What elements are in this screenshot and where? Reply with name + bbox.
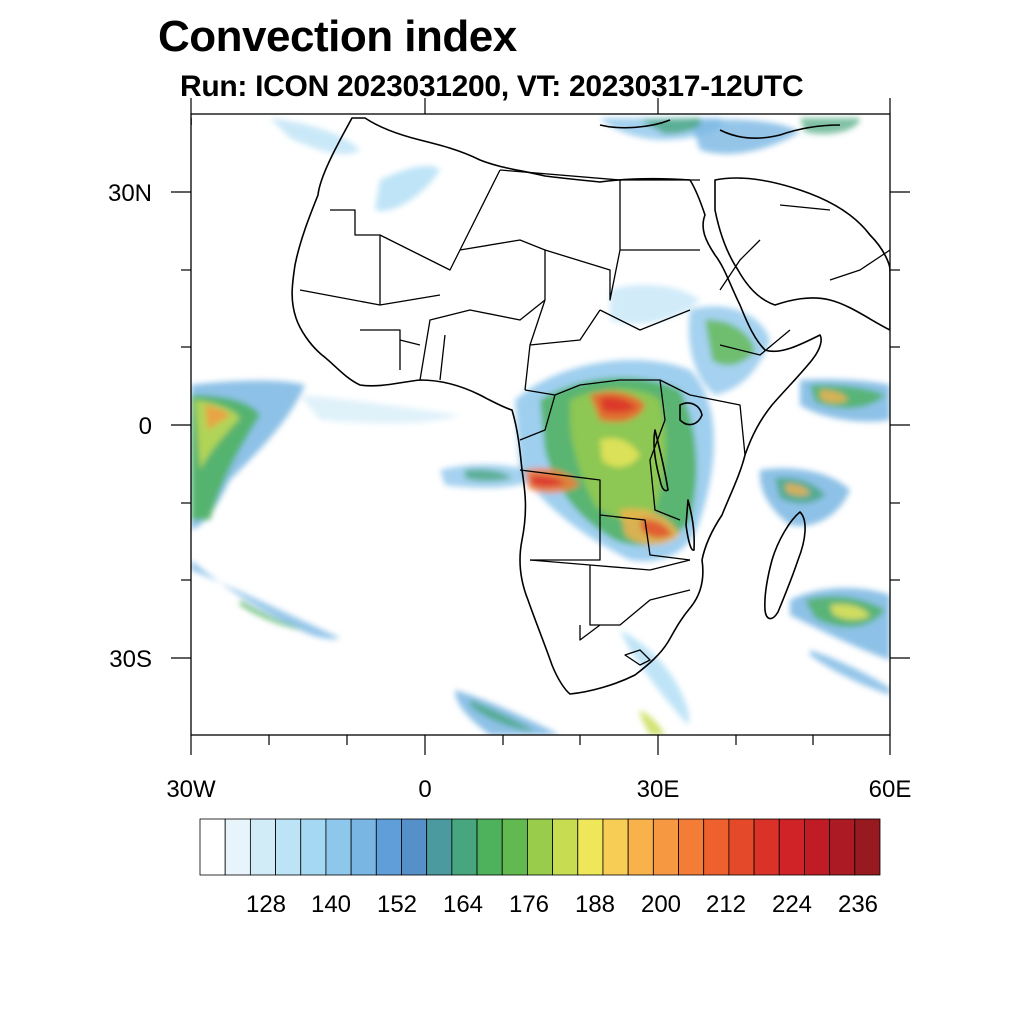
colorbar-swatch bbox=[778, 818, 805, 876]
colorbar-label: 128 bbox=[246, 891, 286, 918]
x-tick-label-60e: 60E bbox=[869, 776, 912, 803]
map-plot-area bbox=[190, 113, 891, 736]
colorbar-swatch bbox=[350, 818, 377, 876]
colorbar-swatch bbox=[375, 818, 402, 876]
colorbar-label: 140 bbox=[311, 891, 351, 918]
colorbar bbox=[199, 818, 881, 876]
colorbar-swatch bbox=[501, 818, 528, 876]
y-tick-label-0: 0 bbox=[139, 413, 152, 440]
lake-tanganyika bbox=[653, 429, 669, 492]
colorbar-swatch bbox=[678, 818, 705, 876]
colorbar-swatch bbox=[199, 818, 226, 876]
colorbar-swatch bbox=[249, 818, 276, 876]
colorbar-label: 200 bbox=[641, 891, 681, 918]
colorbar-label: 152 bbox=[377, 891, 417, 918]
colorbar-swatch bbox=[728, 818, 755, 876]
colorbar-swatch bbox=[804, 818, 831, 876]
europe-coastline bbox=[191, 118, 841, 140]
colorbar-swatch bbox=[300, 818, 327, 876]
coastlines-and-borders bbox=[191, 117, 890, 695]
y-tick-label-30s: 30S bbox=[109, 646, 152, 673]
x-tick-label-30w: 30W bbox=[166, 776, 216, 803]
colorbar-swatch bbox=[753, 818, 780, 876]
colorbar-swatch bbox=[854, 818, 881, 876]
colorbar-swatch bbox=[652, 818, 679, 876]
colorbar-label: 188 bbox=[575, 891, 615, 918]
colorbar-swatch bbox=[224, 818, 251, 876]
colorbar-swatch bbox=[527, 818, 553, 876]
arabia-coastline bbox=[714, 177, 890, 331]
colorbar-swatch bbox=[577, 818, 604, 876]
lake-malawi bbox=[685, 499, 695, 551]
colorbar-swatch bbox=[602, 818, 629, 876]
colorbar-swatch bbox=[829, 818, 856, 876]
colorbar-swatch bbox=[627, 818, 654, 876]
x-tick-label-30e: 30E bbox=[637, 776, 680, 803]
colorbar-label: 212 bbox=[706, 891, 746, 918]
lake-victoria bbox=[679, 402, 703, 426]
colorbar-swatch bbox=[451, 818, 478, 876]
colorbar-labels: 128 140 152 164 176 188 200 212 224 236 bbox=[246, 891, 878, 918]
colorbar-swatch bbox=[325, 818, 352, 876]
y-tick-label-30n: 30N bbox=[108, 180, 152, 207]
colorbar-swatch bbox=[426, 818, 453, 876]
colorbar-swatch bbox=[552, 818, 579, 876]
colorbar-swatch bbox=[401, 818, 428, 876]
colorbar-swatch bbox=[476, 818, 503, 876]
madagascar-coastline bbox=[764, 511, 806, 620]
x-axis bbox=[190, 98, 891, 755]
x-tick-label-0: 0 bbox=[418, 776, 431, 803]
colorbar-label: 164 bbox=[443, 891, 483, 918]
colorbar-label: 176 bbox=[509, 891, 549, 918]
colorbar-swatch bbox=[703, 818, 730, 876]
colorbar-swatch bbox=[275, 818, 302, 876]
country-borders bbox=[299, 169, 890, 666]
colorbar-label: 224 bbox=[772, 891, 812, 918]
y-axis bbox=[171, 191, 910, 659]
plot-subtitle: Run: ICON 2023031200, VT: 20230317-12UTC bbox=[180, 70, 804, 103]
colorbar-label: 236 bbox=[838, 891, 878, 918]
plot-title: Convection index bbox=[158, 12, 517, 61]
